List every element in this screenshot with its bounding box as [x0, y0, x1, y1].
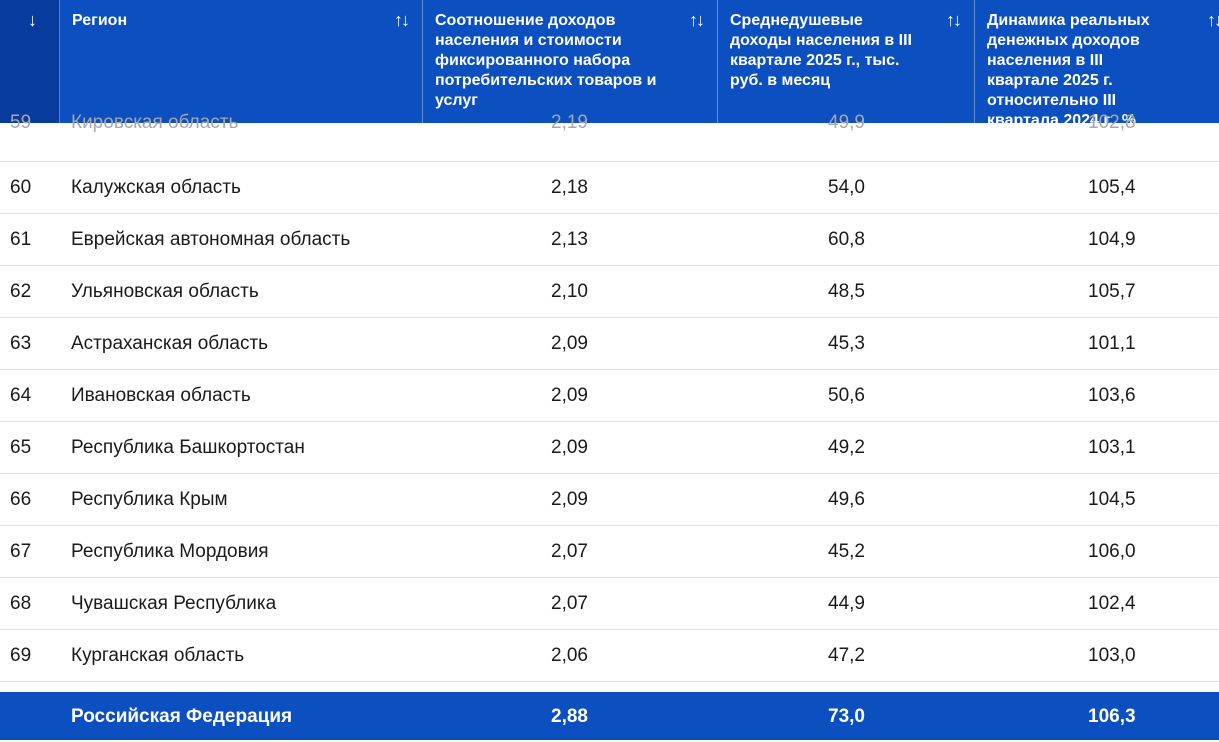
total-income-value: 73,0: [828, 706, 865, 727]
income-value: 45,2: [828, 541, 865, 562]
ratio-value: 2,18: [551, 177, 588, 198]
income-value: 50,6: [828, 385, 865, 406]
income-value: 48,5: [828, 281, 865, 302]
dynamics-value: 103,0: [1088, 645, 1136, 666]
column-header-dynamics[interactable]: Динамика реальных денежных доходов насел…: [975, 0, 1219, 129]
table-row: 67 Республика Мордовия 2,07 45,2 106,0: [0, 526, 1219, 578]
region-name: Ивановская область: [71, 385, 251, 406]
dynamics-value: 103,1: [1088, 437, 1136, 458]
row-number: 68: [10, 593, 32, 614]
table-header: ↓ Регион ↑↓ Соотношение доходов населени…: [0, 0, 1219, 129]
table-row: 65 Республика Башкортостан 2,09 49,2 103…: [0, 422, 1219, 474]
arrow-down-icon: ↓: [28, 10, 37, 30]
ratio-value: 2,07: [551, 541, 588, 562]
column-header-label: Динамика реальных денежных доходов насел…: [987, 12, 1150, 129]
income-value: 49,6: [828, 489, 865, 510]
table-row: 69 Курганская область 2,06 47,2 103,0: [0, 630, 1219, 682]
table-body[interactable]: 59 Кировская область 2,19 49,9 102,8 60 …: [0, 110, 1219, 682]
ratio-value: 2,07: [551, 593, 588, 614]
column-header-ratio[interactable]: Соотношение доходов населения и стоимост…: [423, 0, 718, 123]
income-value: 49,9: [828, 112, 865, 133]
ratio-value: 2,19: [551, 112, 588, 133]
ratio-value: 2,09: [551, 333, 588, 354]
table-row: 64 Ивановская область 2,09 50,6 103,6: [0, 370, 1219, 422]
dynamics-value: 102,4: [1088, 593, 1136, 614]
ratio-value: 2,09: [551, 437, 588, 458]
dynamics-value: 104,9: [1088, 229, 1136, 250]
row-number: 62: [10, 281, 32, 302]
dynamics-value: 105,4: [1088, 177, 1136, 198]
region-name: Республика Мордовия: [71, 541, 269, 562]
row-number: 69: [10, 645, 32, 666]
row-number: 59: [10, 112, 32, 133]
region-name: Калужская область: [71, 177, 241, 198]
ratio-value: 2,10: [551, 281, 588, 302]
total-row: Российская Федерация 2,88 73,0 106,3: [0, 692, 1219, 740]
sort-by-number-header[interactable]: ↓: [0, 0, 60, 123]
row-number: 61: [10, 229, 32, 250]
region-name: Астраханская область: [71, 333, 269, 354]
ratio-value: 2,13: [551, 229, 588, 250]
dynamics-value: 101,1: [1088, 333, 1136, 354]
table-row: 68 Чувашская Республика 2,07 44,9 102,4: [0, 578, 1219, 630]
total-region-name: Российская Федерация: [71, 706, 293, 727]
row-number: 66: [10, 489, 32, 510]
column-header-label: Соотношение доходов населения и стоимост…: [435, 12, 657, 109]
column-header-label: Регион: [72, 12, 128, 29]
column-header-income[interactable]: Среднедушевые доходы населения в III ква…: [718, 0, 975, 123]
income-value: 45,3: [828, 333, 865, 354]
table-row: 61 Еврейская автономная область 2,13 60,…: [0, 214, 1219, 266]
table-row: 62 Ульяновская область 2,10 48,5 105,7: [0, 266, 1219, 318]
region-name: Ульяновская область: [71, 281, 259, 302]
table-row: 63 Астраханская область 2,09 45,3 101,1: [0, 318, 1219, 370]
income-value: 54,0: [828, 177, 865, 198]
region-name: Курганская область: [71, 645, 245, 666]
ratio-value: 2,09: [551, 385, 588, 406]
region-name: Республика Башкортостан: [71, 437, 305, 458]
row-number: 63: [10, 333, 32, 354]
total-dynamics-value: 106,3: [1088, 706, 1136, 727]
sort-icon[interactable]: ↑↓: [946, 10, 962, 30]
row-number: 60: [10, 177, 32, 198]
table-row: 60 Калужская область 2,18 54,0 105,4: [0, 162, 1219, 214]
income-value: 60,8: [828, 229, 865, 250]
dynamics-value: 102,8: [1088, 112, 1136, 133]
table-row: 59 Кировская область 2,19 49,9 102,8: [0, 110, 1219, 162]
sort-icon[interactable]: ↑↓: [689, 10, 705, 30]
row-number: 65: [10, 437, 32, 458]
column-header-label: Среднедушевые доходы населения в III ква…: [730, 12, 912, 89]
dynamics-value: 104,5: [1088, 489, 1136, 510]
income-value: 49,2: [828, 437, 865, 458]
dynamics-value: 103,6: [1088, 385, 1136, 406]
ratio-value: 2,09: [551, 489, 588, 510]
region-name: Кировская область: [71, 112, 239, 133]
dynamics-value: 105,7: [1088, 281, 1136, 302]
dynamics-value: 106,0: [1088, 541, 1136, 562]
income-value: 47,2: [828, 645, 865, 666]
table-row: 66 Республика Крым 2,09 49,6 104,5: [0, 474, 1219, 526]
row-number: 64: [10, 385, 32, 406]
sort-icon[interactable]: ↑↓: [1207, 10, 1219, 30]
region-name: Республика Крым: [71, 489, 228, 510]
region-name: Еврейская автономная область: [71, 229, 351, 250]
region-name: Чувашская Республика: [71, 593, 277, 614]
total-ratio-value: 2,88: [551, 706, 588, 727]
income-value: 44,9: [828, 593, 865, 614]
row-number: 67: [10, 541, 32, 562]
sort-icon[interactable]: ↑↓: [394, 10, 410, 30]
column-header-region[interactable]: Регион ↑↓: [60, 0, 423, 123]
ratio-value: 2,06: [551, 645, 588, 666]
